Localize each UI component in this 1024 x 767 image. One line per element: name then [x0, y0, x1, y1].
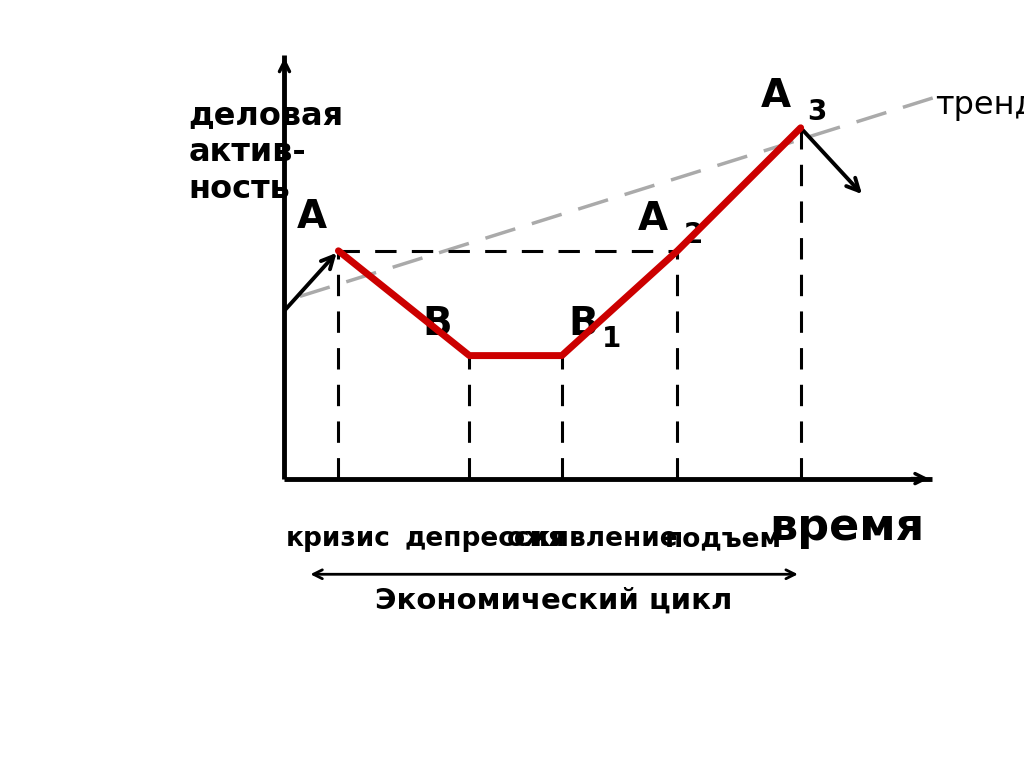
- Text: время: время: [769, 506, 924, 549]
- Text: кризис: кризис: [286, 526, 391, 552]
- Text: А: А: [638, 200, 668, 238]
- Text: 1: 1: [602, 325, 622, 354]
- Text: В: В: [423, 304, 453, 343]
- Text: оживление: оживление: [507, 526, 679, 552]
- Text: деловая
актив-
ность: деловая актив- ность: [188, 100, 343, 206]
- Text: тренд: тренд: [936, 90, 1024, 120]
- Text: Экономический цикл: Экономический цикл: [376, 587, 733, 615]
- Text: А: А: [297, 198, 327, 236]
- Text: подъем: подъем: [665, 526, 782, 552]
- Text: 2: 2: [684, 221, 702, 249]
- Text: А: А: [761, 77, 792, 115]
- Text: депрессия: депрессия: [404, 526, 565, 552]
- Text: 3: 3: [807, 97, 826, 126]
- Text: В: В: [568, 304, 598, 343]
